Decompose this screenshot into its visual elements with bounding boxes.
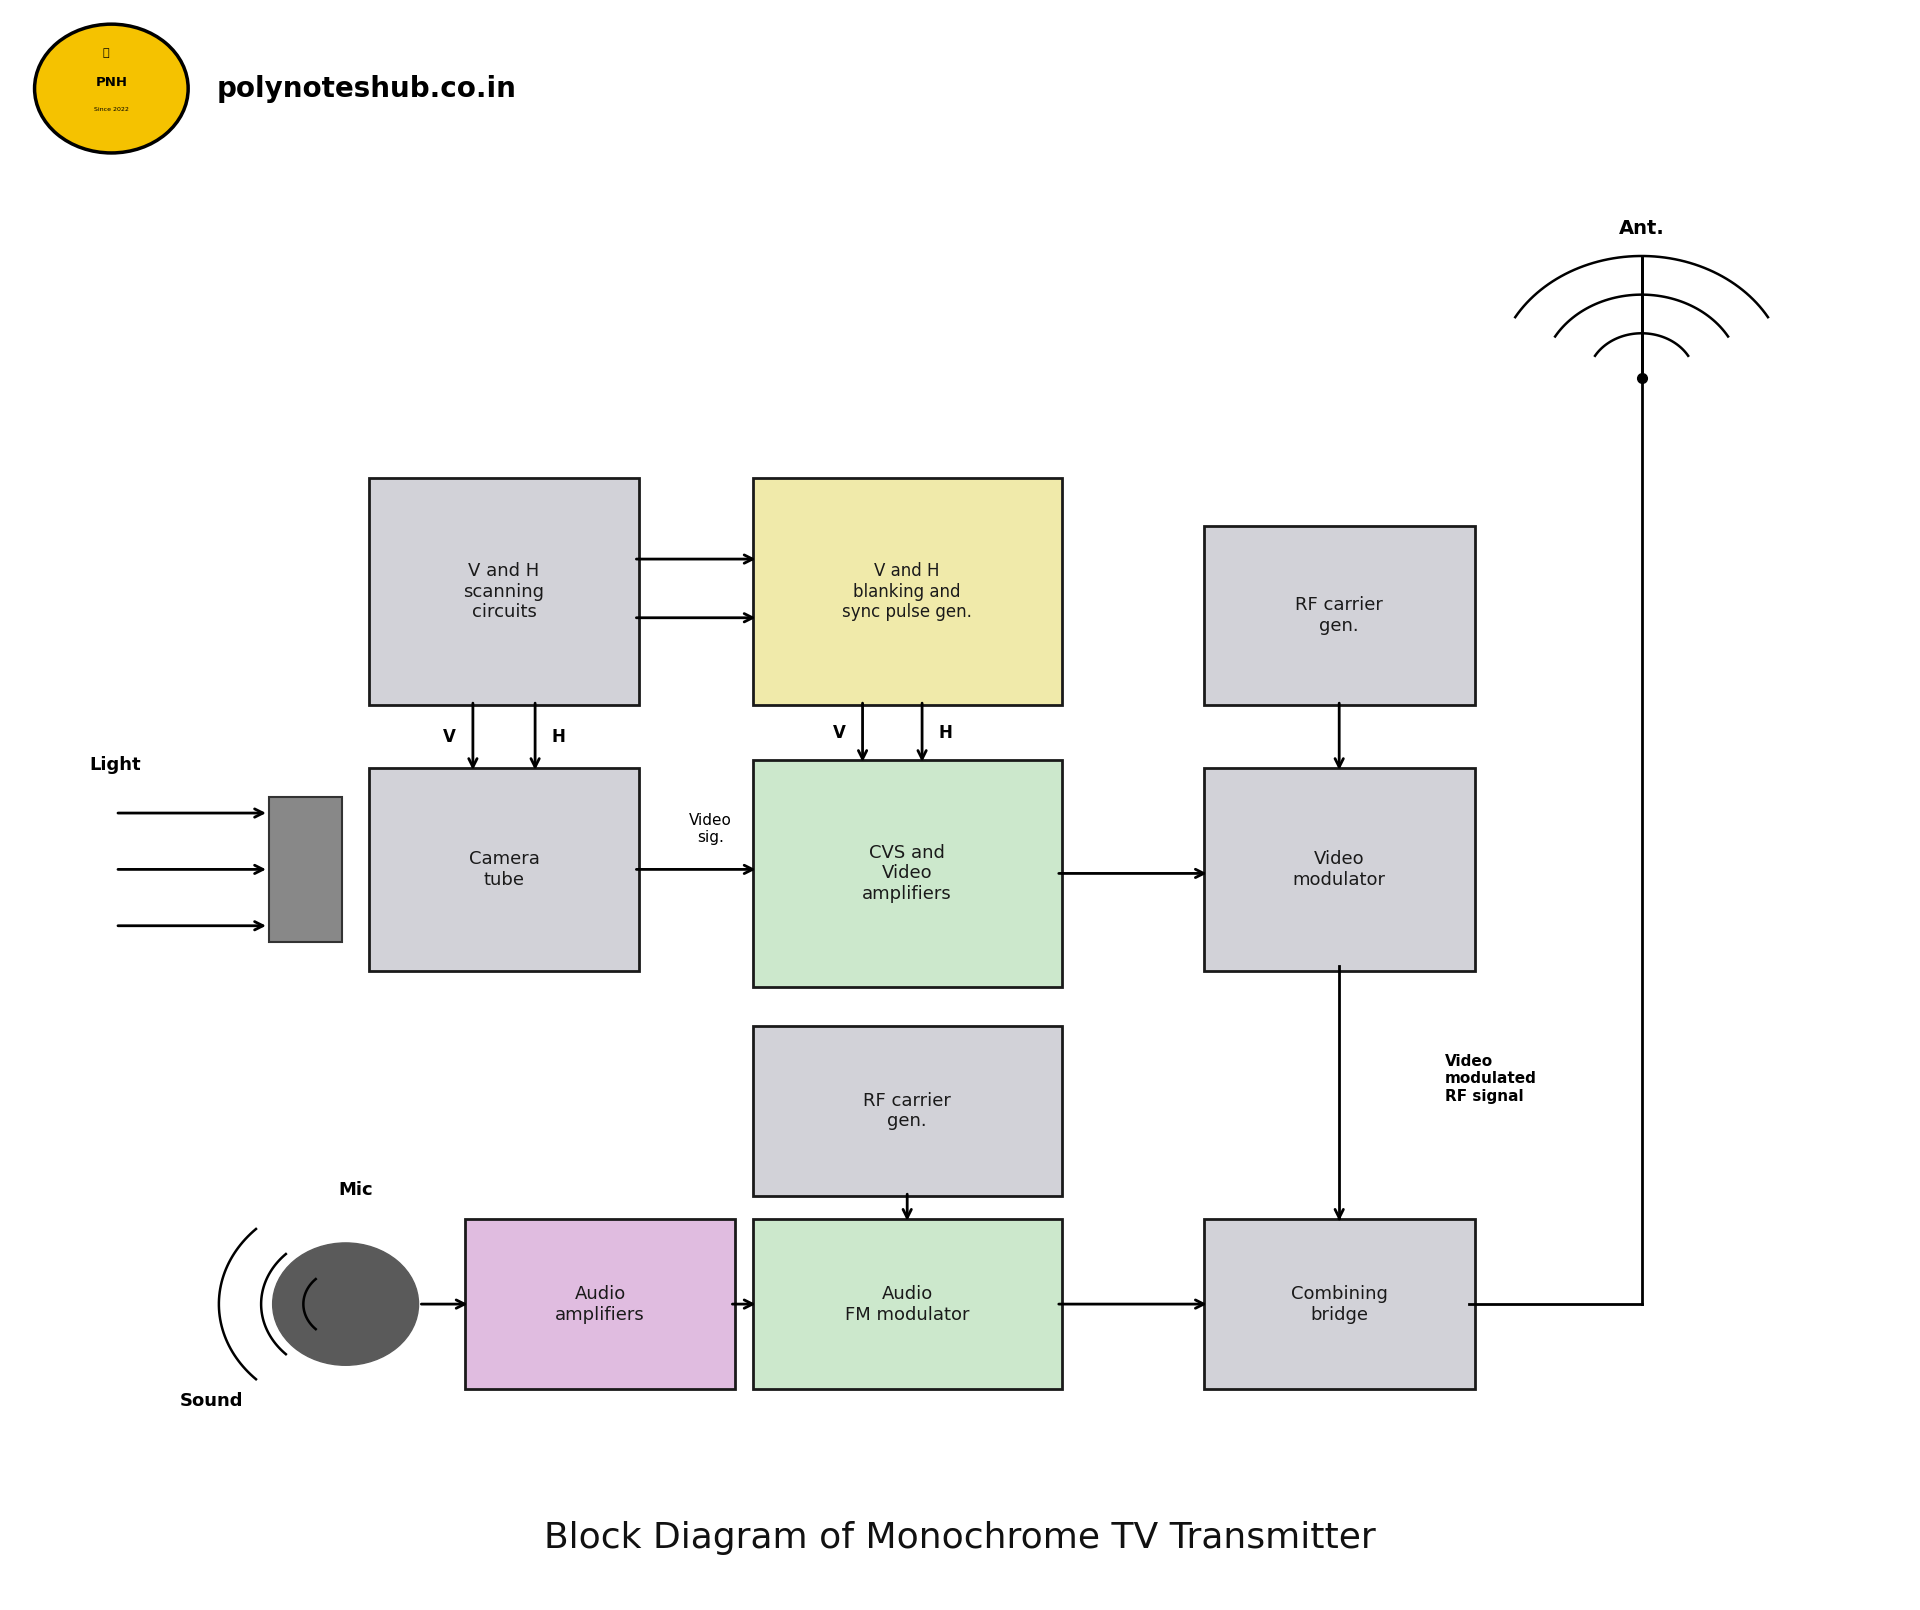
FancyBboxPatch shape [1204,526,1475,705]
FancyBboxPatch shape [753,1219,1062,1389]
Text: Audio
FM modulator: Audio FM modulator [845,1285,970,1323]
Text: V: V [444,728,457,745]
FancyBboxPatch shape [465,1219,735,1389]
Text: H: H [939,723,952,742]
Text: Camera
tube: Camera tube [468,850,540,889]
Text: Combining
bridge: Combining bridge [1290,1285,1388,1323]
Text: V: V [833,723,847,742]
Circle shape [273,1243,419,1365]
Circle shape [35,24,188,153]
Text: Video
modulated
RF signal: Video modulated RF signal [1446,1055,1536,1103]
FancyBboxPatch shape [753,1026,1062,1196]
FancyBboxPatch shape [753,760,1062,987]
Text: Sound: Sound [179,1391,244,1410]
Text: Block Diagram of Monochrome TV Transmitter: Block Diagram of Monochrome TV Transmitt… [543,1520,1377,1555]
Text: H: H [551,728,564,745]
FancyBboxPatch shape [1204,768,1475,971]
Text: V and H
blanking and
sync pulse gen.: V and H blanking and sync pulse gen. [843,562,972,621]
Text: Audio
amplifiers: Audio amplifiers [555,1285,645,1323]
Text: CVS and
Video
amplifiers: CVS and Video amplifiers [862,844,952,903]
FancyBboxPatch shape [369,768,639,971]
Text: Video
modulator: Video modulator [1292,850,1386,889]
Text: RF carrier
gen.: RF carrier gen. [864,1092,950,1130]
FancyBboxPatch shape [1204,1219,1475,1389]
Text: V and H
scanning
circuits: V and H scanning circuits [463,562,545,621]
FancyBboxPatch shape [753,478,1062,705]
Text: 🎓: 🎓 [102,48,109,58]
Text: Mic: Mic [338,1182,372,1199]
Bar [269,797,342,942]
FancyBboxPatch shape [369,478,639,705]
Text: polynoteshub.co.in: polynoteshub.co.in [217,74,516,103]
Text: Video
sig.: Video sig. [689,813,732,845]
Text: Ant.: Ant. [1619,219,1665,238]
Text: Since 2022: Since 2022 [94,106,129,113]
Text: PNH: PNH [96,76,127,89]
Text: RF carrier
gen.: RF carrier gen. [1296,596,1382,636]
Text: Light: Light [90,755,140,774]
